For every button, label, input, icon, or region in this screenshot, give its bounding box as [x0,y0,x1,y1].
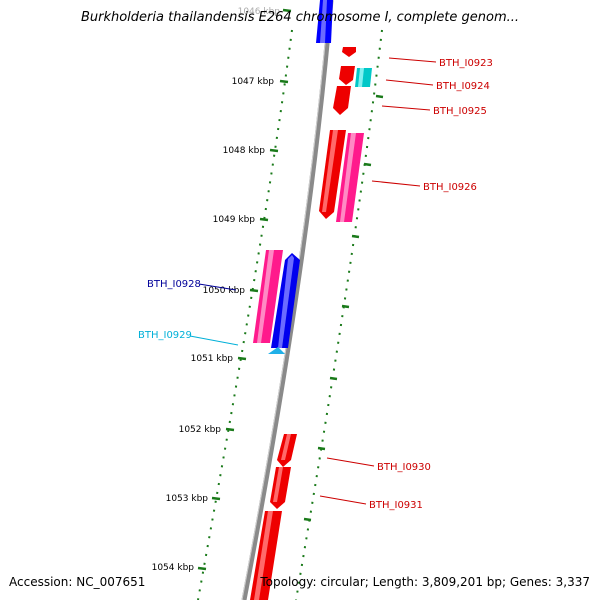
gene-bth-i0923[interactable] [342,47,356,57]
tick-mark [279,79,289,84]
leader-line [319,495,367,505]
ruler-label: 1051 kbp [191,354,234,364]
ruler-label: 1052 kbp [179,425,222,435]
leader-line [189,335,239,346]
gene-label[interactable]: BTH_I0923 [439,58,493,69]
gene-label[interactable]: BTH_I0924 [436,81,490,92]
backbone-line [241,0,334,600]
gene-shadow [340,133,356,222]
gene-label[interactable]: BTH_I0926 [423,182,477,193]
tick-mark [329,376,338,381]
tick-mark [317,446,326,451]
gene-label[interactable]: BTH_I0931 [369,500,423,511]
leader-line [198,283,237,291]
leader-line [381,105,431,111]
label-leader-lines [189,57,437,505]
ruler-label: 1046 kbp [238,7,281,17]
gene-bth-i0925[interactable] [333,86,351,115]
outer-tick-ruler [295,29,383,600]
gene-shadow [273,467,283,502]
ruler-label: 1048 kbp [223,146,266,156]
gene-shadow [278,255,294,348]
gene-bth-i0929[interactable] [268,347,285,354]
gene-label[interactable]: BTH_I0930 [377,462,431,473]
gene-shadow [322,130,338,212]
tick-mark [197,566,207,571]
tick-mark [375,94,384,99]
ruler-label: 1050 kbp [203,286,246,296]
leader-line [326,457,375,467]
tick-mark [351,234,360,239]
leader-line [371,180,421,187]
tick-mark [259,217,269,222]
ruler-label: 1053 kbp [166,494,209,504]
gene-shadow [254,511,273,600]
tick-mark [282,8,292,13]
ruler-label: 1047 kbp [232,77,275,87]
map-title: Burkholderia thailandensis E264 chromoso… [80,10,520,25]
outer-ruler-ticks [303,94,384,522]
gene-label[interactable]: BTH_I0929 [138,330,192,341]
tick-mark [249,288,259,293]
tick-mark [211,496,221,501]
ruler-label: 1049 kbp [213,215,256,225]
gene-bth-i0924-red[interactable] [339,66,355,85]
gene-features [250,0,372,600]
ruler-label: 1054 kbp [152,563,195,573]
leader-line [385,79,434,86]
gene-shadow [358,68,364,87]
tick-mark [237,356,247,361]
gene-shadow [320,0,327,43]
tick-mark [225,427,235,432]
tick-mark [269,148,279,153]
gene-shadow [257,250,274,343]
inner-tick-ruler [197,29,293,600]
gene-label[interactable]: BTH_I0925 [433,106,487,117]
leader-line [388,57,437,63]
gene-shadow [281,434,291,460]
gene-label[interactable]: BTH_I0928 [147,279,201,290]
tick-mark [303,517,312,522]
tick-mark [341,304,350,309]
tick-mark [363,162,372,167]
accession-text: Accession: NC_007651 [9,575,146,589]
topology-text: Topology: circular; Length: 3,809,201 bp… [260,575,590,589]
ruler-major-ticks [197,8,292,571]
